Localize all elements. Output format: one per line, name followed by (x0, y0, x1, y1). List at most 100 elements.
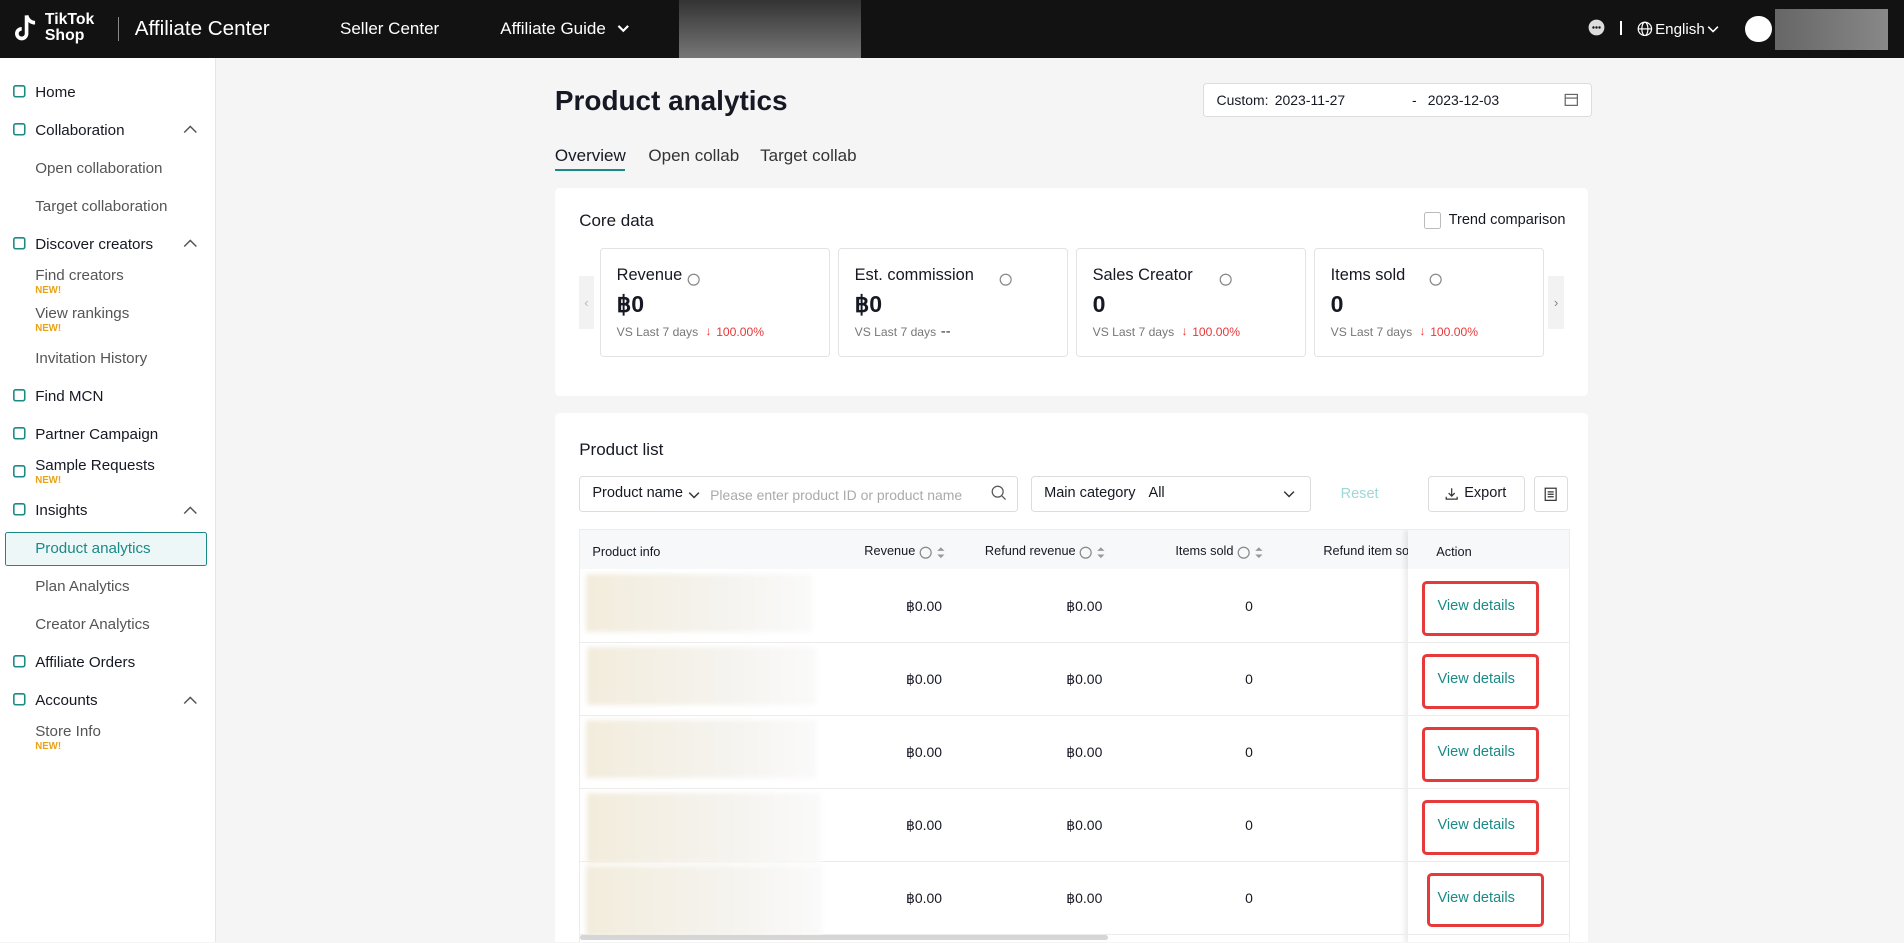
help-icon (1079, 543, 1093, 566)
search-box[interactable]: Product name Please enter product ID or … (579, 475, 1019, 512)
logo-top: TikTok (44, 11, 95, 29)
checkbox-label[interactable]: Trend comparison (1448, 212, 1566, 229)
product-thumbnail-blurred (586, 574, 813, 633)
tab[interactable]: Open collab (648, 145, 740, 165)
table-cell: ฿0.00 (906, 671, 943, 688)
nav-sublabel: Creator Analytics (35, 616, 150, 634)
selected-highlight (4, 531, 208, 566)
column-header[interactable]: Refund revenue (984, 542, 1076, 558)
nav-link[interactable]: Affiliate Guide (500, 19, 606, 39)
nav-item[interactable]: Sample Requests NEW! (0, 454, 215, 492)
date-prefix: Custom: (1216, 92, 1269, 109)
nav-item[interactable]: Find MCN (0, 378, 215, 416)
tab[interactable]: Overview (554, 145, 626, 165)
nav-label: Sample Requests (35, 457, 155, 475)
help-icon (919, 543, 932, 566)
nav-item[interactable]: Collaboration (0, 111, 215, 149)
view-details-link[interactable]: View details (1437, 744, 1515, 761)
language-select[interactable]: English (1655, 20, 1705, 38)
metric-value: 0 (1330, 291, 1344, 318)
nav-item[interactable]: Accounts (0, 682, 215, 720)
category-label: Main category (1044, 485, 1136, 502)
table-cell: 0 (1245, 744, 1253, 761)
help-icon (687, 269, 701, 292)
nav-icon (12, 388, 27, 407)
help-icon (999, 269, 1012, 292)
nav-item[interactable]: Affiliate Orders (0, 644, 215, 682)
column-header[interactable]: Items sold (1175, 542, 1234, 558)
change-arrow: ↓ (705, 323, 712, 338)
expand-chevron (183, 504, 198, 521)
category-select[interactable]: Main category All (1030, 475, 1311, 512)
search-icon[interactable] (991, 485, 1007, 501)
nav-item[interactable]: Partner Campaign (0, 416, 215, 454)
tab[interactable]: Target collab (760, 145, 857, 165)
expand-chevron (183, 124, 198, 141)
export-button[interactable]: Export (1427, 475, 1525, 512)
nav-link[interactable]: Seller Center (340, 19, 440, 39)
nav-icon (12, 426, 27, 445)
table-cell: ฿0.00 (1066, 816, 1103, 833)
core-data-panel: Core data Trend comparison ‹ › Revenue ฿0… (554, 188, 1589, 396)
store-icon[interactable] (1744, 15, 1772, 43)
date-start: 2023-11-27 (1274, 92, 1346, 109)
view-details-link[interactable]: View details (1437, 671, 1515, 688)
table-cell: ฿0.00 (1066, 744, 1103, 761)
globe-icon (1637, 21, 1653, 36)
column-header[interactable]: Revenue (864, 542, 916, 558)
checkbox[interactable] (1424, 212, 1441, 230)
help-icon (1429, 269, 1442, 292)
nav-item[interactable]: Insights (0, 492, 215, 530)
nav-subitem[interactable]: Plan Analytics (0, 568, 215, 606)
nav-subitem[interactable]: View rankings NEW! (0, 302, 215, 340)
change-arrow: ↓ (1181, 323, 1188, 338)
nav-subitem[interactable]: Invitation History (0, 340, 215, 378)
nav-subitem[interactable]: Product analytics (0, 530, 215, 568)
red-highlight (1421, 654, 1540, 709)
nav-subitem[interactable]: Store Info NEW! (0, 720, 215, 758)
nav-label: Affiliate Orders (35, 654, 136, 672)
nav-item[interactable]: Home (0, 73, 215, 111)
date-separator: - (1412, 92, 1417, 109)
metric-change: 100.00% (1430, 325, 1479, 340)
column-header: Product info (592, 543, 661, 559)
next-arrow[interactable]: › (1548, 275, 1564, 330)
nav-item[interactable]: Discover creators (0, 225, 215, 263)
logo-icon (15, 15, 36, 41)
row-divider (580, 642, 1569, 644)
red-highlight (1421, 799, 1540, 855)
row-divider (580, 714, 1569, 717)
chevron (617, 24, 629, 32)
nav-subitem[interactable]: Target collaboration (0, 187, 215, 225)
metric-change: -- (940, 323, 951, 340)
chevron (1707, 26, 1719, 33)
logo-text[interactable]: TikTok Shop (45, 12, 94, 44)
row-divider (580, 787, 1569, 790)
date-picker[interactable]: Custom: 2023-11-27 - 2023-12-03 (1203, 82, 1592, 118)
nav-sublabel: Store Info (35, 723, 101, 741)
prev-arrow[interactable]: ‹ (579, 275, 594, 330)
nav-subitem[interactable]: Creator Analytics (0, 606, 215, 644)
nav-icon (12, 502, 27, 521)
nav-label: Home (35, 84, 76, 102)
help-icon (1237, 543, 1250, 566)
action-header-bg (1408, 530, 1569, 570)
table-cell: 0 (1245, 598, 1253, 615)
search-input[interactable]: Please enter product ID or product name (710, 486, 963, 503)
chat-icon[interactable] (1588, 19, 1606, 37)
nav-subitem[interactable]: Find creators NEW! (0, 263, 215, 301)
red-highlight (1421, 581, 1540, 636)
search-field-select[interactable]: Product name (592, 485, 684, 502)
view-details-link[interactable]: View details (1437, 889, 1515, 906)
nav-icon (12, 84, 27, 103)
reset-button[interactable]: Reset (1340, 485, 1379, 502)
product-thumbnail-blurred (587, 792, 821, 864)
horizontal-scrollbar (580, 934, 1109, 940)
columns-button[interactable] (1533, 475, 1569, 512)
metric-compare: VS Last 7 days (1092, 325, 1175, 340)
table-cell: ฿0.00 (906, 889, 943, 906)
nav-subitem[interactable]: Open collaboration (0, 149, 215, 187)
view-details-link[interactable]: View details (1437, 816, 1515, 833)
chevron (688, 492, 700, 499)
view-details-link[interactable]: View details (1437, 598, 1515, 615)
